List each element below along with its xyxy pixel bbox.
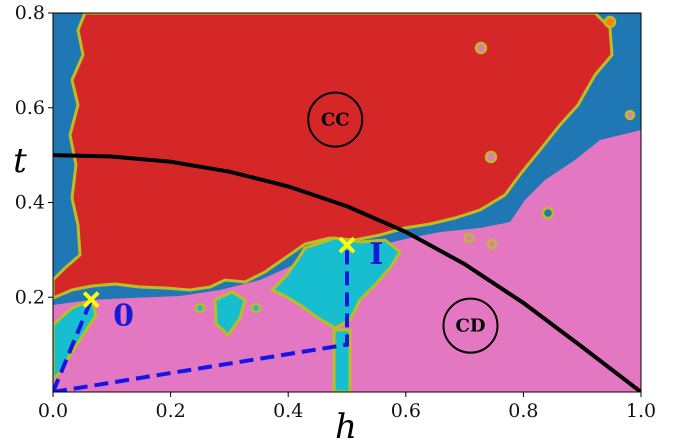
y-tick-label: 0.2: [15, 286, 45, 308]
x-tick-label: 0.2: [155, 400, 185, 422]
x-tick-label: 0.6: [391, 400, 421, 422]
phase-boundary-curve: [53, 153, 641, 392]
x-tick-label: 1.0: [626, 400, 656, 422]
y-tick-label: 0.6: [15, 97, 45, 119]
region-red: [53, 13, 614, 300]
region-cyan-pocket: [213, 290, 247, 338]
marker-cross: [82, 291, 100, 309]
x-tick-label: 0.8: [508, 400, 538, 422]
y-tick-label: 0.4: [15, 192, 45, 214]
region-label-cd: CD: [442, 297, 499, 354]
y-axis-label: t: [13, 141, 27, 181]
y-tick-label: 0.8: [15, 2, 45, 24]
marker-cross: [338, 236, 356, 254]
path-one-line: [53, 245, 349, 392]
path-zero-label: 0: [113, 299, 134, 334]
region-label-cc: CC: [307, 91, 364, 148]
heatmap-area: 0 I CC CD: [53, 13, 641, 392]
region-cyan-left: [53, 297, 98, 383]
region-cyan-right: [269, 236, 402, 330]
svg-text:CC: CC: [321, 110, 350, 131]
x-tick-label: 0.4: [273, 400, 303, 422]
path-one-label: I: [369, 237, 383, 272]
svg-text:CD: CD: [456, 316, 486, 337]
path-zero-line: [53, 298, 94, 392]
x-axis-label: h: [335, 407, 357, 443]
x-tick-label: 0.0: [38, 400, 68, 422]
speckle-islands: [194, 15, 636, 314]
